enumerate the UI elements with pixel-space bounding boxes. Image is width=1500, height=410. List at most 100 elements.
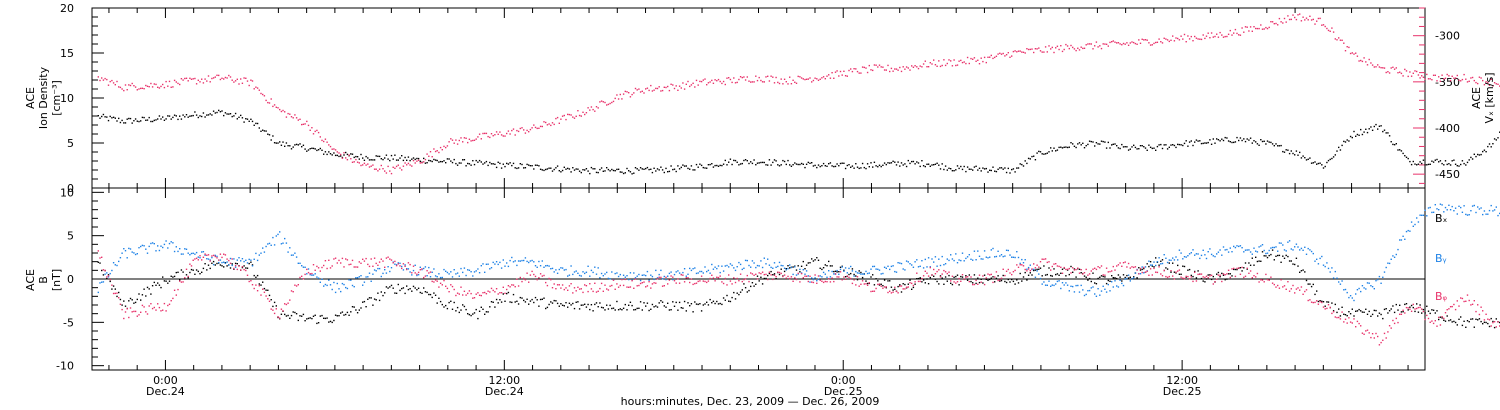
bz-point: [524, 279, 527, 281]
vx-point: [1156, 41, 1159, 43]
by-point: [273, 244, 276, 246]
bx-point: [1097, 277, 1099, 280]
bz-point: [1397, 321, 1399, 324]
by-point: [148, 245, 150, 248]
bz-point: [924, 270, 926, 272]
by-point: [792, 273, 794, 276]
density-point: [1275, 143, 1277, 145]
bx-point: [551, 302, 554, 304]
density-point: [782, 159, 784, 162]
vx-point: [387, 165, 389, 168]
density-point: [561, 169, 564, 172]
vx-point: [1483, 84, 1486, 86]
density-point: [1212, 138, 1214, 140]
vx-point: [1409, 71, 1411, 73]
density-point: [1112, 143, 1114, 145]
vx-point: [733, 77, 735, 79]
legend-bx: Bₓ: [1435, 212, 1448, 225]
vx-point: [311, 127, 313, 129]
bz-point: [1488, 319, 1491, 321]
bz-point: [1224, 274, 1226, 276]
by-point: [972, 259, 974, 261]
density-point: [856, 166, 859, 168]
by-point: [434, 275, 437, 277]
bz-point: [1014, 269, 1016, 272]
density-point: [460, 162, 462, 164]
density-point: [1185, 140, 1187, 142]
bx-point: [606, 304, 608, 306]
bx-point: [944, 276, 947, 278]
bx-point: [761, 283, 764, 285]
vx-point: [477, 136, 479, 138]
by-point: [560, 267, 562, 269]
bz-point: [814, 274, 816, 276]
vx-point: [1297, 14, 1299, 16]
bx-point: [1399, 304, 1401, 306]
bx-point: [268, 294, 271, 297]
bx-point: [707, 304, 710, 306]
by-point: [1073, 291, 1076, 293]
bz-point: [633, 287, 635, 289]
vx-point: [448, 141, 450, 143]
density-point: [270, 139, 272, 141]
bz-point: [1160, 273, 1162, 275]
bx-point: [331, 321, 333, 324]
bz-point: [433, 281, 435, 283]
density-point: [317, 149, 320, 151]
density-point: [680, 166, 682, 169]
density-point: [1305, 159, 1308, 161]
by-point: [609, 278, 611, 280]
bz-point: [507, 285, 510, 287]
vx-point: [585, 112, 588, 114]
bz-point: [129, 307, 132, 309]
density-point: [1399, 149, 1401, 151]
vx-point: [882, 66, 884, 68]
bz-point: [319, 270, 321, 272]
bz-point: [1192, 280, 1194, 283]
vx-point: [743, 76, 745, 78]
density-point: [1436, 158, 1438, 161]
by-point: [743, 267, 745, 269]
by-point: [228, 264, 230, 266]
bz-point: [1370, 336, 1372, 339]
bz-point: [1405, 306, 1408, 309]
by-point: [494, 263, 496, 265]
bz-point: [489, 291, 491, 293]
vx-point: [816, 78, 818, 80]
by-point: [856, 272, 859, 274]
bx-point: [102, 274, 105, 276]
density-point: [492, 163, 494, 165]
by-point: [356, 277, 359, 279]
bx-point: [180, 269, 183, 271]
vx-point: [150, 82, 152, 85]
by-point: [1188, 253, 1191, 255]
vx-point: [243, 77, 245, 79]
vx-point: [1405, 70, 1408, 72]
vx-point: [414, 162, 416, 164]
by-point: [670, 271, 672, 273]
bx-point: [431, 296, 433, 299]
bx-point: [133, 302, 135, 304]
bx-point: [1373, 309, 1375, 312]
by-point: [1077, 284, 1079, 287]
density-point: [683, 165, 686, 167]
density-point: [1127, 149, 1130, 151]
vx-point: [1424, 78, 1426, 80]
by-point: [729, 263, 732, 265]
by-point: [1227, 251, 1230, 253]
by-point: [1316, 258, 1318, 260]
by-point: [380, 275, 382, 278]
vx-point: [1199, 38, 1201, 40]
bz-point: [1183, 277, 1186, 280]
by-point: [1309, 249, 1311, 251]
density-point: [1170, 144, 1172, 146]
density-point: [1363, 131, 1365, 133]
by-point: [378, 267, 381, 270]
vx-point: [328, 144, 330, 146]
by-point: [243, 260, 245, 263]
by-point: [462, 271, 464, 274]
by-point: [948, 259, 950, 262]
by-point: [1126, 277, 1128, 280]
density-point: [650, 168, 652, 170]
vx-point: [197, 79, 199, 81]
